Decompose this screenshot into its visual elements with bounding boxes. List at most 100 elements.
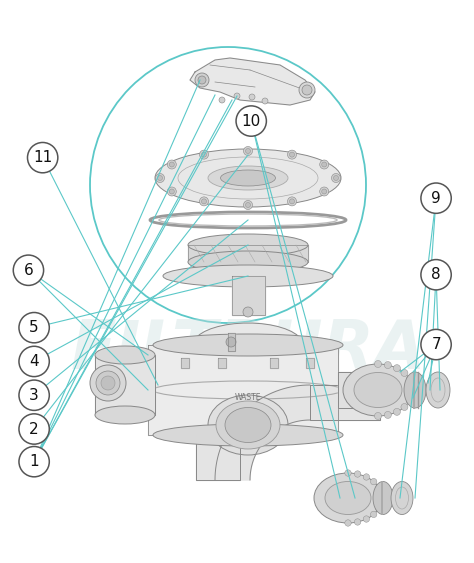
Circle shape <box>19 312 49 343</box>
Ellipse shape <box>208 395 288 455</box>
Circle shape <box>331 173 340 182</box>
Circle shape <box>393 408 401 415</box>
Polygon shape <box>306 358 314 368</box>
Text: 4: 4 <box>29 354 39 369</box>
Polygon shape <box>310 385 380 420</box>
Circle shape <box>246 149 250 154</box>
Polygon shape <box>193 323 303 345</box>
Circle shape <box>345 520 351 526</box>
Text: 5: 5 <box>29 320 39 335</box>
Polygon shape <box>270 358 278 368</box>
Circle shape <box>363 516 370 522</box>
Circle shape <box>201 152 207 157</box>
Circle shape <box>19 446 49 477</box>
Circle shape <box>421 329 451 360</box>
Circle shape <box>198 76 206 84</box>
Text: FILTRURA: FILTRURA <box>70 317 426 383</box>
Circle shape <box>200 197 209 206</box>
Ellipse shape <box>188 234 308 256</box>
Circle shape <box>167 160 176 169</box>
Circle shape <box>374 413 382 419</box>
Circle shape <box>371 479 377 485</box>
Ellipse shape <box>391 481 413 515</box>
Polygon shape <box>95 355 155 415</box>
Circle shape <box>334 176 338 181</box>
Circle shape <box>345 470 351 476</box>
Circle shape <box>226 337 236 347</box>
Text: WASTE: WASTE <box>235 394 261 403</box>
Circle shape <box>169 189 174 194</box>
Circle shape <box>384 361 392 369</box>
Text: 1: 1 <box>29 454 39 469</box>
Circle shape <box>243 307 253 317</box>
Circle shape <box>167 187 176 196</box>
Circle shape <box>374 360 382 368</box>
Polygon shape <box>338 372 388 408</box>
Text: 2: 2 <box>29 422 39 436</box>
Text: 8: 8 <box>431 267 441 282</box>
Polygon shape <box>196 435 240 480</box>
Circle shape <box>13 255 44 285</box>
Polygon shape <box>228 333 235 351</box>
Ellipse shape <box>153 424 343 446</box>
Polygon shape <box>148 345 338 435</box>
Circle shape <box>249 94 255 100</box>
Ellipse shape <box>216 401 280 449</box>
Circle shape <box>290 199 294 204</box>
Circle shape <box>319 160 328 169</box>
Circle shape <box>363 474 370 480</box>
Ellipse shape <box>163 265 333 287</box>
Polygon shape <box>232 276 265 315</box>
Circle shape <box>406 397 413 404</box>
Ellipse shape <box>314 473 382 523</box>
Circle shape <box>236 106 266 136</box>
Circle shape <box>101 376 115 390</box>
Circle shape <box>19 346 49 377</box>
Circle shape <box>421 260 451 290</box>
Circle shape <box>393 365 401 372</box>
Ellipse shape <box>426 372 450 408</box>
Circle shape <box>322 162 327 167</box>
Circle shape <box>376 505 382 512</box>
Circle shape <box>201 199 207 204</box>
Circle shape <box>96 371 120 395</box>
Ellipse shape <box>354 373 402 408</box>
Ellipse shape <box>95 346 155 364</box>
Circle shape <box>299 82 315 98</box>
Ellipse shape <box>220 170 275 186</box>
Circle shape <box>290 152 294 157</box>
Circle shape <box>302 85 312 95</box>
Circle shape <box>155 173 164 182</box>
Polygon shape <box>188 245 308 262</box>
Circle shape <box>378 498 385 505</box>
Circle shape <box>219 97 225 103</box>
Ellipse shape <box>188 251 308 273</box>
Circle shape <box>322 189 327 194</box>
Ellipse shape <box>225 408 271 443</box>
Ellipse shape <box>343 364 413 416</box>
Circle shape <box>195 73 209 87</box>
Polygon shape <box>190 58 315 105</box>
Circle shape <box>262 98 268 104</box>
Circle shape <box>376 484 382 491</box>
Circle shape <box>319 187 328 196</box>
Text: 11: 11 <box>33 150 52 165</box>
Circle shape <box>19 414 49 444</box>
Circle shape <box>406 376 413 383</box>
Circle shape <box>421 183 451 213</box>
Circle shape <box>401 369 408 377</box>
Ellipse shape <box>95 406 155 424</box>
Polygon shape <box>181 358 189 368</box>
Polygon shape <box>218 358 226 368</box>
Circle shape <box>157 176 163 181</box>
Circle shape <box>409 390 416 397</box>
Circle shape <box>234 93 240 99</box>
Text: 9: 9 <box>431 191 441 205</box>
Circle shape <box>244 200 253 209</box>
Ellipse shape <box>404 372 426 408</box>
Text: 7: 7 <box>431 337 441 352</box>
Circle shape <box>409 383 416 390</box>
Text: 3: 3 <box>29 388 39 403</box>
Circle shape <box>355 471 361 477</box>
Circle shape <box>244 146 253 155</box>
